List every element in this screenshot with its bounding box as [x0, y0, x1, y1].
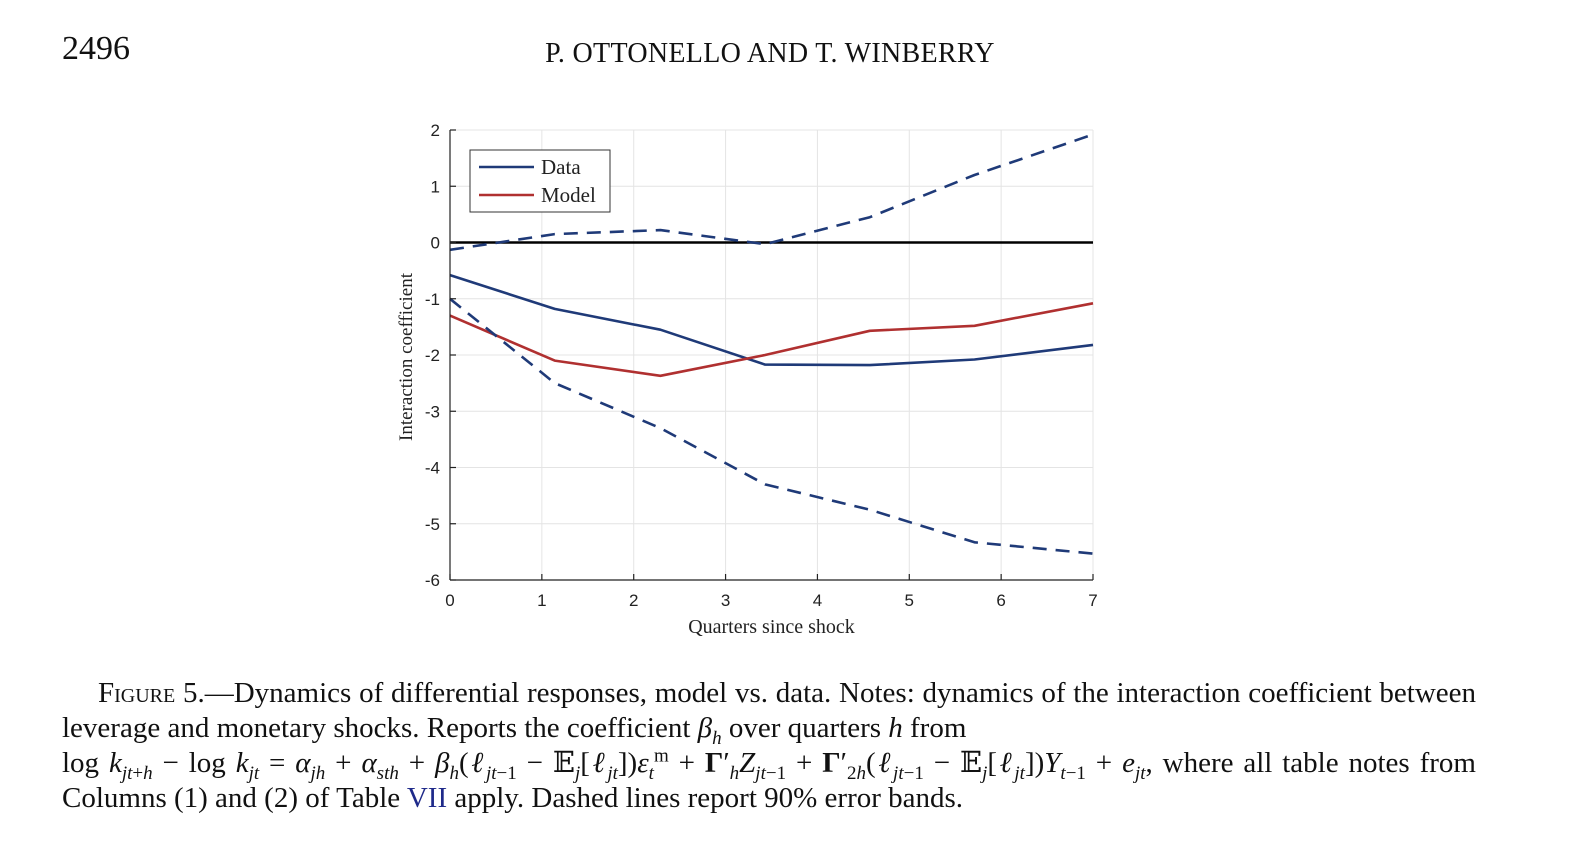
y-tick-label: 0 — [431, 234, 440, 253]
error-band-line-3 — [449, 297, 1094, 555]
x-tick-label: 3 — [721, 591, 730, 610]
y-tick-label: 2 — [431, 121, 440, 140]
caption-equation: log kjt+h − log kjt = αjh + αsth + βh(ℓj… — [62, 745, 1146, 784]
x-tick-label: 6 — [996, 591, 1005, 610]
figure-chart: 0 1 2 3 4 5 6 7 2 1 0 -1 -2 -3 -4 -5 -6 Quarters since sh… — [396, 121, 1098, 638]
y-tick-label: -2 — [425, 346, 440, 365]
y-tick-label: 1 — [431, 177, 440, 196]
caption-text-3: from — [902, 712, 967, 744]
y-tick-label: -6 — [425, 571, 440, 590]
caption-beta: βh — [697, 712, 722, 749]
table-link[interactable]: VII — [406, 782, 448, 814]
x-tick-label: 7 — [1088, 591, 1097, 610]
caption-h: h — [888, 712, 903, 744]
legend-label-model: Model — [541, 183, 596, 207]
series-line-model — [449, 302, 1094, 378]
page-number: 2496 — [62, 30, 130, 67]
y-tick-label: -4 — [425, 459, 440, 478]
caption-text-1: —Dynamics of differential responses, mod… — [62, 677, 1477, 744]
error-band-line-2 — [449, 133, 1094, 252]
caption-text-5: apply. Dashed lines report 90% error ban… — [447, 782, 964, 814]
series-line-data — [449, 273, 1094, 367]
legend-box — [469, 149, 611, 213]
x-tick-label: 4 — [813, 591, 822, 610]
legend-label-data: Data — [541, 155, 581, 179]
y-tick-label: -5 — [425, 515, 440, 534]
caption-text-4: , where all table notes from Columns (1)… — [62, 747, 1476, 814]
x-tick-label: 0 — [445, 591, 454, 610]
x-axis-label: Quarters since shock — [688, 616, 855, 638]
x-tick-label: 1 — [537, 591, 546, 610]
caption-label: Figure 5. — [98, 677, 205, 709]
y-tick-label: -1 — [425, 290, 440, 309]
y-tick-label: -3 — [425, 402, 440, 421]
running-head: P. OTTONELLO AND T. WINBERRY — [545, 38, 995, 69]
y-axis-label: Interaction coefficient — [396, 272, 417, 441]
x-tick-label: 2 — [629, 591, 638, 610]
x-tick-label: 5 — [905, 591, 914, 610]
caption-text-2: over quarters — [721, 712, 889, 744]
figure-caption: Figure 5.—Dynamics of differential respo… — [62, 676, 1476, 816]
